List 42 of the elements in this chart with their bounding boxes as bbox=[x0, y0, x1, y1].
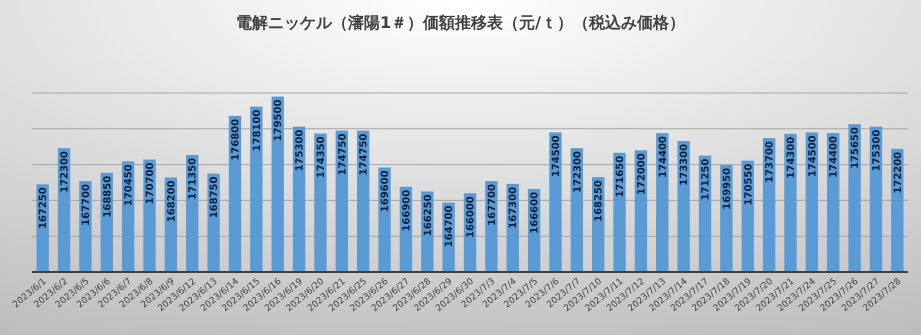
data-label: 174750 bbox=[358, 134, 370, 176]
data-label: 170450 bbox=[124, 164, 135, 206]
data-label: 170550 bbox=[743, 164, 754, 206]
data-label: 167300 bbox=[508, 186, 520, 229]
data-label: 169600 bbox=[380, 170, 392, 212]
data-label: 175300 bbox=[294, 130, 306, 172]
data-label: 167250 bbox=[38, 187, 50, 230]
data-label: 178100 bbox=[252, 110, 263, 152]
data-label: 175300 bbox=[871, 130, 882, 172]
data-label: 166600 bbox=[530, 192, 541, 234]
data-label: 172300 bbox=[572, 151, 584, 193]
data-label: 172200 bbox=[892, 152, 904, 194]
data-label: 171250 bbox=[700, 158, 712, 200]
data-label: 175650 bbox=[850, 127, 862, 169]
data-label: 168250 bbox=[594, 180, 605, 222]
data-label: 166250 bbox=[422, 194, 434, 236]
data-label: 174500 bbox=[807, 135, 818, 178]
data-label: 170700 bbox=[145, 162, 156, 204]
chart-title: 電解ニッケル（瀋陽1＃）価額推移表（元/ｔ）（税込み価格） bbox=[236, 13, 685, 32]
data-label: 174750 bbox=[337, 134, 348, 176]
data-label: 172000 bbox=[636, 153, 648, 196]
data-label: 174350 bbox=[316, 136, 327, 178]
data-label: 174300 bbox=[786, 136, 797, 179]
data-label: 174400 bbox=[828, 136, 840, 178]
data-label: 169950 bbox=[722, 168, 733, 210]
data-label: 172300 bbox=[60, 151, 71, 193]
data-label: 176800 bbox=[230, 118, 242, 161]
data-label: 168750 bbox=[209, 176, 220, 218]
data-label: 168200 bbox=[166, 180, 178, 222]
data-label: 166900 bbox=[401, 190, 412, 232]
data-label: 174400 bbox=[658, 136, 669, 178]
data-label: 167700 bbox=[80, 184, 92, 226]
data-label: 171350 bbox=[188, 158, 199, 200]
data-label: 168850 bbox=[102, 176, 114, 218]
data-label: 179500 bbox=[273, 100, 284, 142]
data-label: 167700 bbox=[486, 184, 498, 226]
data-label: 174500 bbox=[550, 135, 562, 178]
data-label: 164700 bbox=[444, 206, 456, 248]
data-label: 173300 bbox=[679, 144, 690, 186]
data-label: 166000 bbox=[466, 196, 476, 238]
data-label: 173700 bbox=[764, 141, 776, 183]
data-label: 171650 bbox=[615, 156, 626, 198]
